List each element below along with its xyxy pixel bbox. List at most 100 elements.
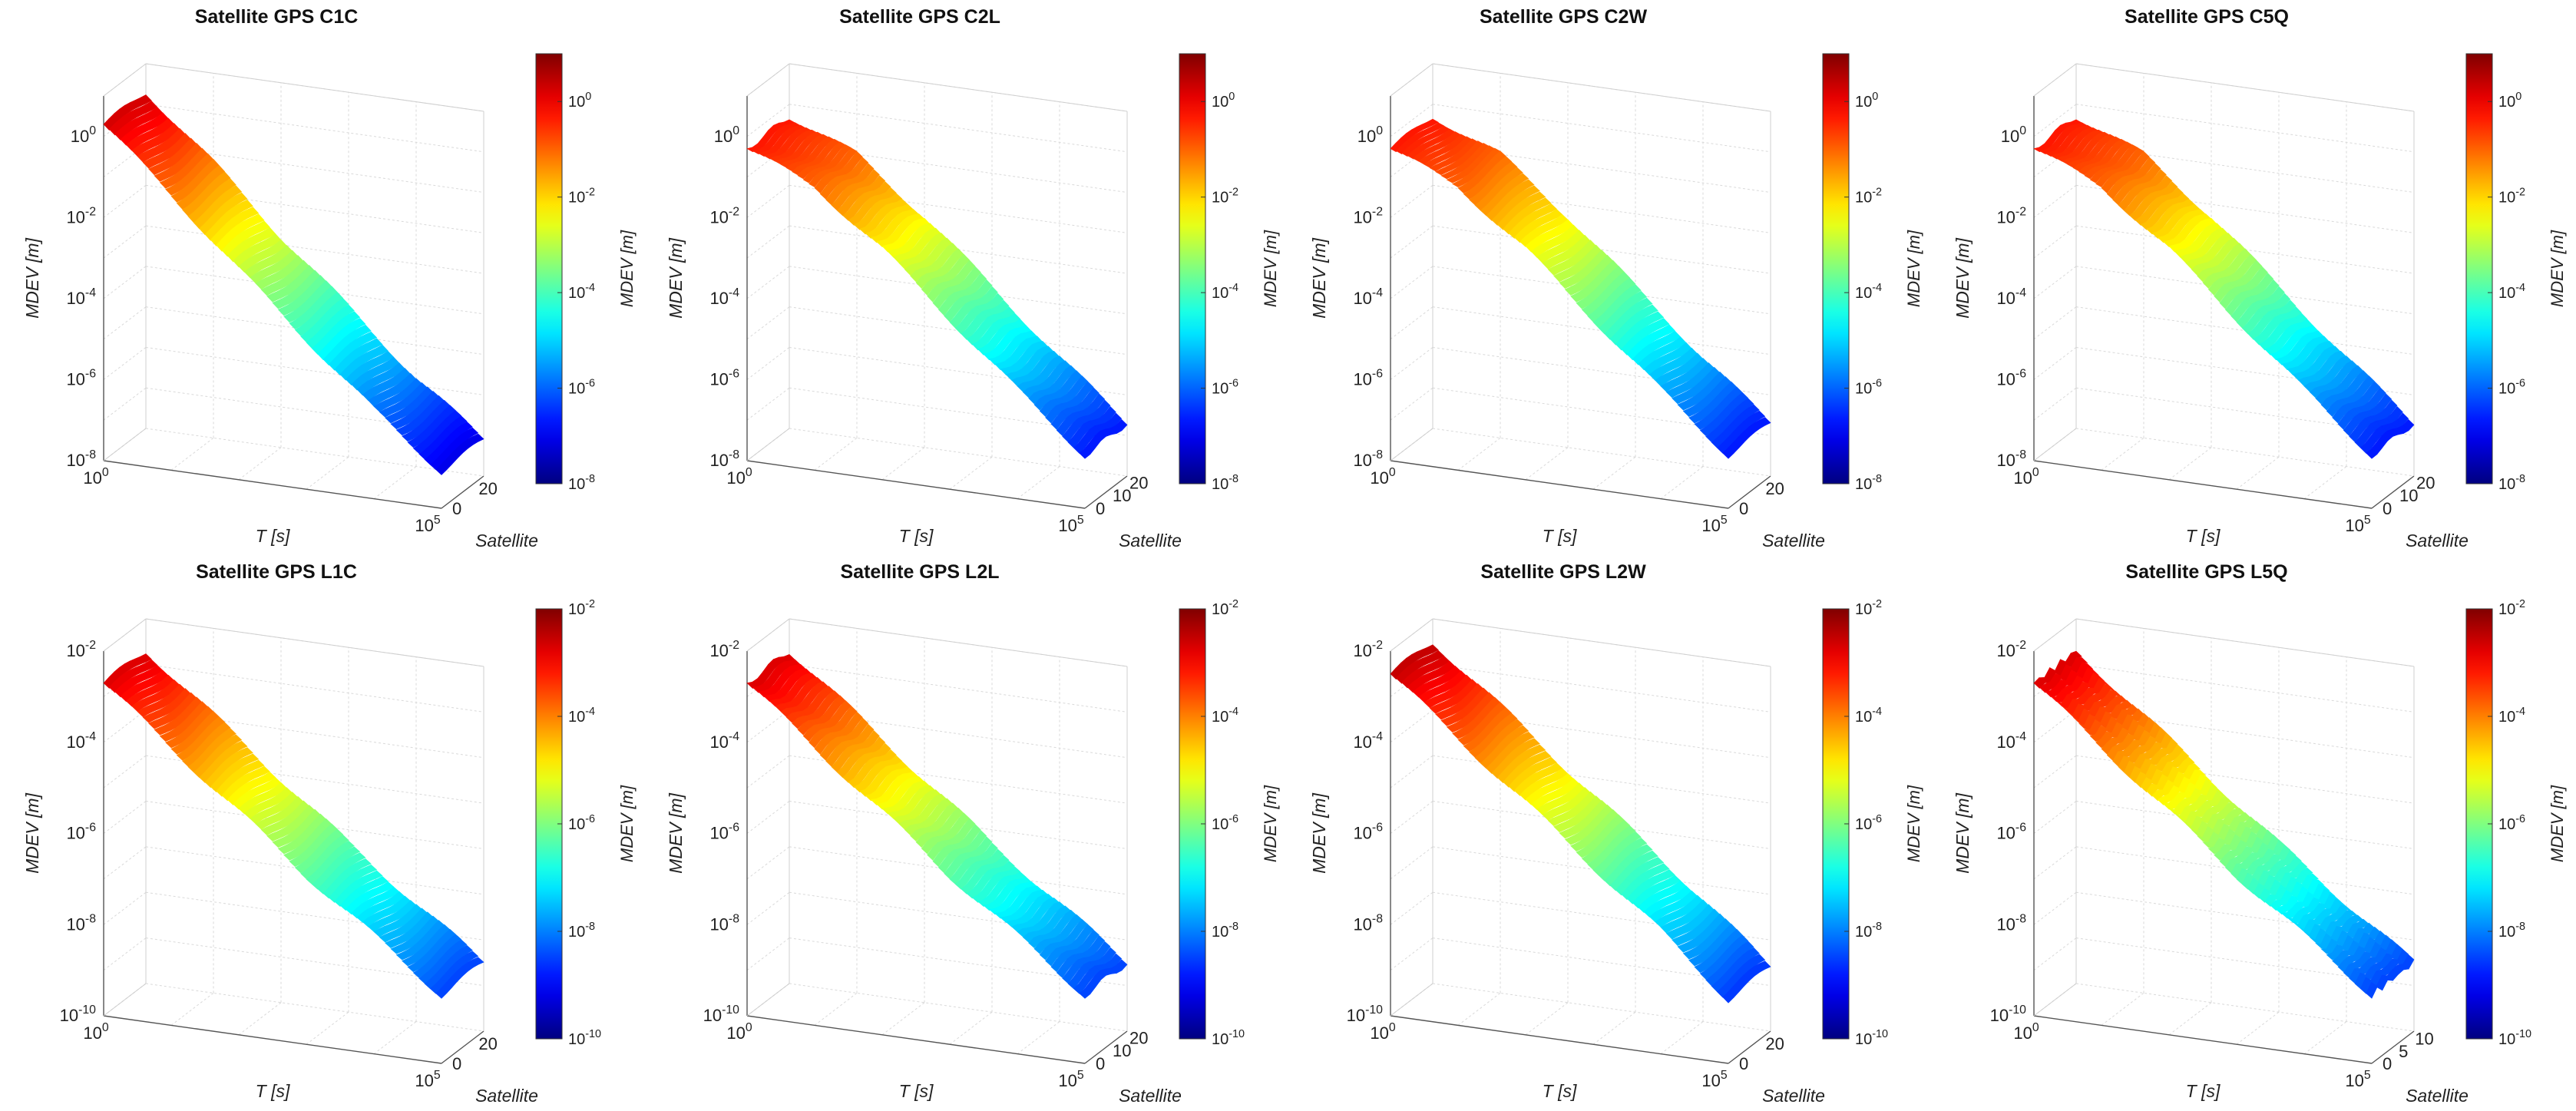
- surface-cell: [2161, 732, 2173, 749]
- surface-cell: [986, 842, 998, 856]
- surface-cell: [472, 433, 484, 442]
- z-tick-label: 10-8: [1353, 448, 1383, 470]
- surface-cell: [1009, 312, 1021, 324]
- surface-cell: [997, 299, 1010, 312]
- x-axis-label: T [s]: [1543, 1081, 1577, 1101]
- surface-cell: [1539, 197, 1552, 207]
- axis-edge: [1728, 475, 1771, 509]
- surface-cell: [857, 157, 869, 170]
- axis-edge: [746, 618, 790, 652]
- surface-cell: [992, 848, 1004, 861]
- z-tick-label: 10-2: [709, 205, 739, 226]
- surface-cell: [258, 220, 270, 230]
- surface-cell: [986, 286, 998, 300]
- colorbar-tick-label: 10-4: [568, 282, 595, 302]
- x-tick-label: 105: [1058, 514, 1083, 535]
- surface-cell: [2183, 756, 2195, 767]
- surface-cell: [1742, 398, 1754, 408]
- surface-cell: [2138, 150, 2150, 164]
- surface-cell: [1511, 719, 1523, 729]
- axis-edge: [103, 983, 147, 1017]
- z-tick-label: 100: [71, 124, 96, 146]
- colorbar-tick-label: 10-4: [2498, 706, 2525, 726]
- surface-cell: [2256, 266, 2268, 279]
- surface-cell: [1099, 941, 1111, 954]
- z-tick-label: 10-10: [1347, 1004, 1384, 1025]
- surface-cell: [371, 338, 383, 348]
- x-axis-label: T [s]: [2186, 1081, 2221, 1101]
- colorbar-tick-label: 10-4: [1212, 282, 1238, 302]
- surface-cell: [1516, 173, 1529, 182]
- surface-cell: [230, 734, 243, 743]
- colorbar-tick-label: 10-10: [1212, 1028, 1245, 1048]
- z-tick-label: 10-6: [66, 822, 96, 843]
- surface-plot: 10-8 10-6 10-4 10-2 100 100 105 0 20 T [s] Satelli…: [22, 53, 637, 551]
- surface-cell: [354, 852, 366, 861]
- surface-cell: [1110, 412, 1123, 425]
- satellite-tick-label: 10: [2399, 486, 2418, 505]
- surface-cell: [1082, 381, 1094, 394]
- surface-cell: [2290, 306, 2302, 318]
- surface-plot: 10-10 10-8 10-6 10-4 10-2 100 105 0 20 T [s] Satel…: [22, 598, 637, 1106]
- surface-cell: [2402, 418, 2415, 432]
- surface-cell: [1658, 863, 1670, 872]
- surface-cell: [2391, 405, 2403, 419]
- surface-cell: [1104, 947, 1116, 961]
- x-tick-label: 105: [2345, 514, 2370, 535]
- colorbar-tick-label: 10-4: [568, 706, 595, 726]
- colorbar-tick-label: 10-4: [1855, 282, 1882, 302]
- axis-edge: [1084, 1030, 1128, 1064]
- surface-cell: [1641, 297, 1653, 307]
- z-tick-label: 10-10: [1990, 1004, 2027, 1025]
- surface-cell: [980, 279, 993, 293]
- surface-cell: [2171, 744, 2184, 759]
- surface-cell: [253, 759, 265, 769]
- z-tick-label: 10-2: [66, 639, 96, 660]
- surface-cell: [2312, 879, 2325, 885]
- x-tick-label: 105: [415, 514, 440, 535]
- axis-edge: [441, 475, 484, 509]
- axis-edge: [746, 983, 790, 1017]
- surface-cell: [1759, 417, 1771, 426]
- z-tick-label: 10-6: [1996, 368, 2026, 389]
- surface-cell: [246, 753, 260, 762]
- axis-edge: [103, 460, 442, 509]
- colorbar: [535, 53, 563, 484]
- surface-cell: [1003, 306, 1015, 318]
- x-tick-label: 105: [1701, 514, 1727, 535]
- surface-cell: [1093, 935, 1106, 949]
- surface-cell: [247, 207, 260, 217]
- colorbar-tick-label: 10-6: [568, 813, 595, 833]
- z-tick-label: 10-4: [66, 286, 96, 308]
- satellite-tick-label: 0: [1096, 1054, 1105, 1073]
- surface-cell: [461, 944, 473, 954]
- chart-title: Satellite GPS C1C: [194, 6, 359, 28]
- colorbar-tick-label: 10-6: [2498, 378, 2525, 398]
- colorbar-tick-label: 10-2: [1212, 187, 1238, 207]
- x-tick-label: 100: [1370, 466, 1395, 488]
- surface-cell: [2188, 763, 2201, 772]
- colorbar-tick-label: 10-8: [2498, 921, 2525, 941]
- surface-cell: [253, 213, 265, 223]
- surface-cell: [997, 855, 1010, 867]
- z-tick-label: 10-6: [66, 368, 96, 389]
- surface-cell: [2296, 312, 2308, 324]
- satellite-tick-label: 0: [2383, 1054, 2392, 1073]
- surface-cell: [354, 318, 366, 327]
- surface-cell: [2194, 769, 2207, 776]
- axis-edge: [746, 460, 1086, 509]
- axis-edge: [1390, 460, 1729, 509]
- surface-cell: [2290, 855, 2302, 869]
- colorbar-tick-label: 10-4: [2498, 282, 2525, 302]
- surface-cell: [1511, 167, 1523, 177]
- colorbar-label: MDEV [m]: [1261, 785, 1280, 862]
- surface-cell: [332, 828, 344, 839]
- surface-cell: [2075, 657, 2088, 663]
- surface-cell: [1635, 838, 1648, 847]
- z-tick-label: 10-6: [709, 822, 739, 843]
- colorbar-tick-label: 10-6: [1855, 378, 1882, 398]
- axis-edge: [2033, 63, 2077, 97]
- axis-edge: [1432, 63, 1771, 112]
- z-tick-label: 10-6: [1996, 822, 2026, 843]
